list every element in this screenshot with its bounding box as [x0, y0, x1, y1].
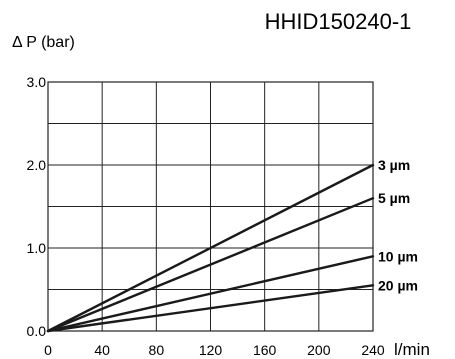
y-axis-label: Δ P (bar)	[12, 34, 75, 51]
y-tick-label: 3.0	[27, 74, 47, 90]
y-tick-label: 2.0	[27, 157, 47, 173]
plot-frame	[47, 81, 374, 332]
x-tick-labels: 0 40 80 120 160 200 240	[44, 342, 385, 358]
series-line	[46, 284, 375, 333]
series-labels: 3 µm 5 µm 10 µm 20 µm	[378, 157, 418, 293]
series-label: 10 µm	[378, 248, 418, 264]
x-tick-label: 240	[361, 342, 385, 358]
series-label: 5 µm	[378, 190, 410, 206]
chart-title: HHID150240-1	[265, 9, 412, 34]
x-tick-label: 120	[199, 342, 223, 358]
x-tick-label: 200	[307, 342, 331, 358]
x-tick-label: 160	[253, 342, 277, 358]
series-label: 3 µm	[378, 157, 410, 173]
x-tick-label: 40	[94, 342, 110, 358]
series-label: 20 µm	[378, 277, 418, 293]
x-unit-label: l/min	[394, 340, 430, 359]
plot-border	[47, 81, 374, 332]
y-tick-labels: 0.0 1.0 2.0 3.0	[27, 74, 47, 339]
series-line	[46, 255, 375, 333]
x-tick-label: 80	[149, 342, 165, 358]
series-line	[46, 196, 375, 333]
series-lines	[46, 163, 375, 333]
y-tick-label: 1.0	[27, 240, 47, 256]
y-tick-label: 0.0	[27, 323, 47, 339]
series-line	[46, 163, 375, 333]
x-tick-label: 0	[44, 342, 52, 358]
